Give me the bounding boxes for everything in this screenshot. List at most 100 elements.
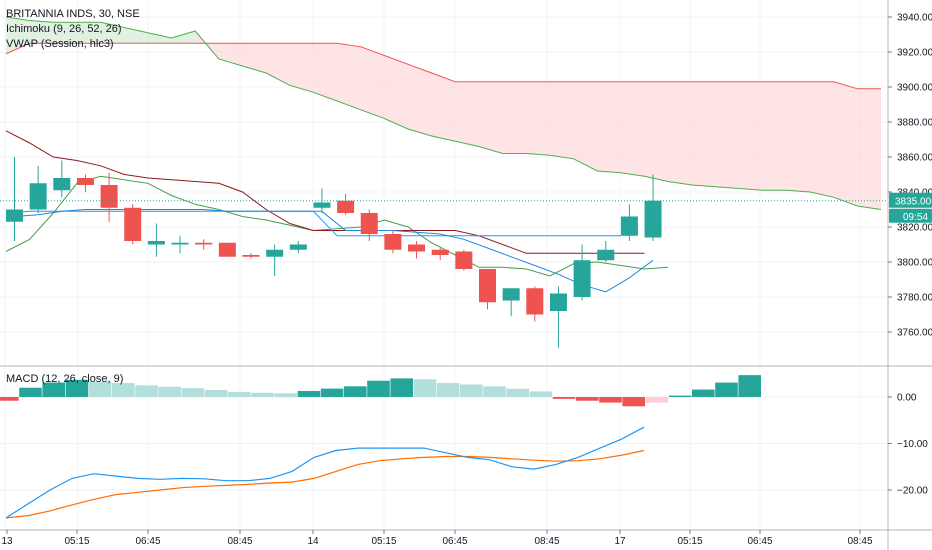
- ichimoku-cloud-segment: [526, 81, 550, 156]
- candle-up: [147, 241, 165, 245]
- ichimoku-cloud-segment: [6, 17, 30, 54]
- ichimoku-cloud-segment: [620, 81, 645, 177]
- macd-histogram-bar: [204, 390, 228, 397]
- ichimoku-cloud-segment: [147, 32, 172, 44]
- ichimoku-cloud-segment: [810, 81, 834, 198]
- ichimoku-cloud-segment: [171, 31, 196, 44]
- ichimoku-cloud-segment: [668, 81, 692, 185]
- candle-up: [53, 178, 71, 191]
- ichimoku-cloud-segment: [195, 31, 219, 59]
- ichimoku-cloud-segment: [479, 81, 503, 154]
- price-axis-label: 3780.00: [897, 293, 932, 304]
- candle-down: [242, 255, 260, 257]
- time-axis-label: 08:45: [847, 536, 872, 547]
- ichimoku-cloud-segment: [762, 81, 787, 191]
- macd-histogram-bar: [622, 397, 645, 407]
- macd-histogram-bar: [42, 382, 65, 397]
- vwap-legend: VWAP (Session, hlc3): [6, 38, 114, 50]
- price-axis-label: 3820.00: [897, 223, 932, 234]
- macd-histogram-bar: [112, 383, 135, 397]
- price-axis-label: 3920.00: [897, 48, 932, 59]
- candle-up: [597, 249, 615, 261]
- ichimoku-cloud-segment: [644, 81, 669, 182]
- ichimoku-cloud-segment: [431, 73, 456, 142]
- price-axis-label: 3760.00: [897, 328, 932, 339]
- macd-axis-label: −20.00: [897, 486, 928, 497]
- candle-up: [549, 293, 567, 311]
- macd-histogram-bar: [506, 388, 529, 397]
- macd-axis-label: 0.00: [897, 393, 917, 404]
- macd-histogram-bar: [599, 397, 622, 403]
- ichimoku-cloud-segment: [597, 81, 621, 173]
- price-axis-label: 3860.00: [897, 153, 932, 164]
- ichimoku-cloud-segment: [53, 22, 77, 44]
- candle-up: [266, 249, 284, 257]
- last-price-badge-text: 3835.00: [895, 196, 932, 207]
- symbol-legend: BRITANNIA INDS, 30, NSE: [6, 8, 140, 20]
- macd-signal-line: [5, 449, 645, 519]
- macd-histogram-bar: [320, 388, 344, 397]
- macd-histogram-bar: [645, 397, 669, 403]
- macd-legend: MACD (12, 26, close, 9): [6, 373, 124, 385]
- candle-down: [124, 207, 142, 241]
- candle-down: [384, 234, 402, 250]
- ichimoku-cloud-segment: [100, 22, 125, 44]
- ichimoku-cloud-segment: [337, 43, 361, 110]
- candle-down: [195, 242, 213, 245]
- ichimoku-cloud-segment: [76, 22, 101, 44]
- countdown-badge-text: 09:54: [903, 212, 928, 223]
- ichimoku-cloud-segment: [739, 81, 763, 191]
- candle-down: [408, 244, 426, 252]
- macd-histogram-bar: [88, 381, 112, 397]
- macd-line: [5, 426, 645, 519]
- macd-histogram-bar: [158, 386, 181, 397]
- macd-histogram-bar: [715, 382, 738, 397]
- candle-up: [573, 260, 591, 297]
- candle-up: [502, 288, 520, 301]
- price-axis-label: 3800.00: [897, 258, 932, 269]
- macd-histogram-bar: [483, 386, 506, 397]
- time-axis-label: 05:15: [371, 536, 396, 547]
- ichimoku-cloud-segment: [691, 81, 716, 187]
- ichimoku-cloud-segment: [313, 43, 338, 101]
- candle-down: [360, 213, 378, 234]
- macd-histogram-bar: [738, 375, 761, 397]
- vwap-line: [14, 209, 654, 293]
- macd-histogram-bar: [552, 397, 576, 399]
- candle-down: [100, 185, 118, 208]
- macd-histogram-bar: [344, 386, 367, 397]
- macd-histogram-bar: [390, 378, 413, 397]
- countdown-badge: [889, 208, 932, 223]
- macd-histogram-bar: [460, 384, 483, 397]
- candle-up: [29, 183, 47, 210]
- last-price-badge: [889, 192, 932, 208]
- time-axis-label: 06:45: [442, 536, 467, 547]
- time-axis-label: 14: [307, 536, 319, 547]
- macd-histogram-bar: [436, 383, 460, 397]
- time-axis-label: 08:45: [534, 536, 559, 547]
- macd-histogram-bar: [297, 390, 321, 397]
- ichimoku-cloud-segment: [502, 81, 527, 154]
- candle-down: [337, 200, 355, 213]
- ichimoku-cloud-segment: [289, 43, 314, 93]
- macd-axis-label: −10.00: [897, 439, 928, 450]
- macd-histogram-bar: [0, 397, 19, 401]
- macd-histogram-bar: [576, 397, 599, 401]
- macd-histogram-bar: [65, 379, 89, 397]
- candle-down: [218, 242, 236, 257]
- time-axis-label: 06:45: [135, 536, 160, 547]
- candle-up: [620, 216, 638, 236]
- time-axis-label: 05:15: [677, 536, 702, 547]
- macd-histogram-bar: [181, 388, 205, 397]
- candle-down: [526, 288, 544, 315]
- ichimoku-cloud-segment: [786, 81, 811, 192]
- time-axis-label: 13: [1, 536, 13, 547]
- ichimoku-cloud-segment: [455, 81, 479, 147]
- ichimoku-lagging-span: [5, 175, 669, 277]
- ichimoku-cloud-segment: [408, 64, 432, 136]
- macd-histogram-bar: [413, 379, 437, 397]
- macd-histogram-bar: [135, 385, 158, 397]
- macd-histogram-bar: [367, 380, 390, 397]
- candle-up: [289, 244, 307, 250]
